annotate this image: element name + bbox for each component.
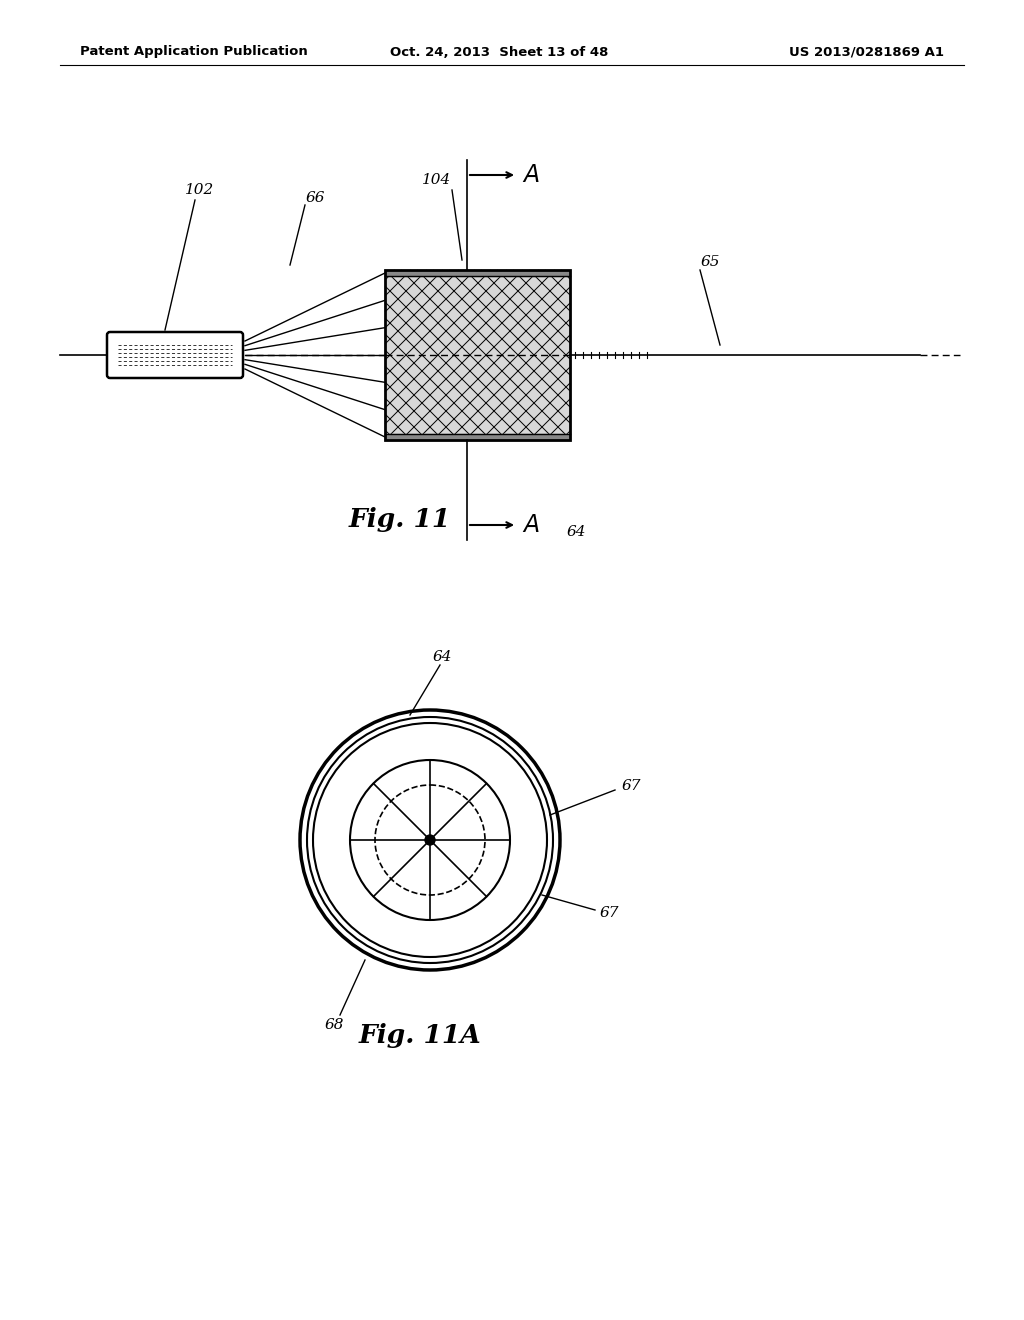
Text: 104: 104 (422, 173, 452, 187)
Text: 68: 68 (325, 1018, 344, 1032)
Text: 66: 66 (305, 191, 325, 205)
Text: Oct. 24, 2013  Sheet 13 of 48: Oct. 24, 2013 Sheet 13 of 48 (390, 45, 608, 58)
Circle shape (350, 760, 510, 920)
Text: Fig. 11: Fig. 11 (349, 507, 452, 532)
Circle shape (425, 836, 435, 845)
Text: 64: 64 (432, 649, 452, 664)
Text: 67: 67 (600, 906, 620, 920)
Text: US 2013/0281869 A1: US 2013/0281869 A1 (790, 45, 944, 58)
Circle shape (313, 723, 547, 957)
Bar (385, 271, 570, 440)
Text: 65: 65 (700, 255, 720, 269)
Text: $A$: $A$ (522, 513, 540, 537)
Circle shape (375, 785, 485, 895)
Bar (385, 271, 570, 440)
Circle shape (307, 717, 553, 964)
Circle shape (300, 710, 560, 970)
Text: Patent Application Publication: Patent Application Publication (80, 45, 308, 58)
Text: $A$: $A$ (522, 162, 540, 187)
FancyBboxPatch shape (106, 333, 243, 378)
Text: 67: 67 (622, 779, 641, 793)
Text: Fig. 11A: Fig. 11A (358, 1023, 481, 1048)
Text: 64: 64 (567, 525, 587, 539)
Text: 102: 102 (185, 183, 215, 197)
